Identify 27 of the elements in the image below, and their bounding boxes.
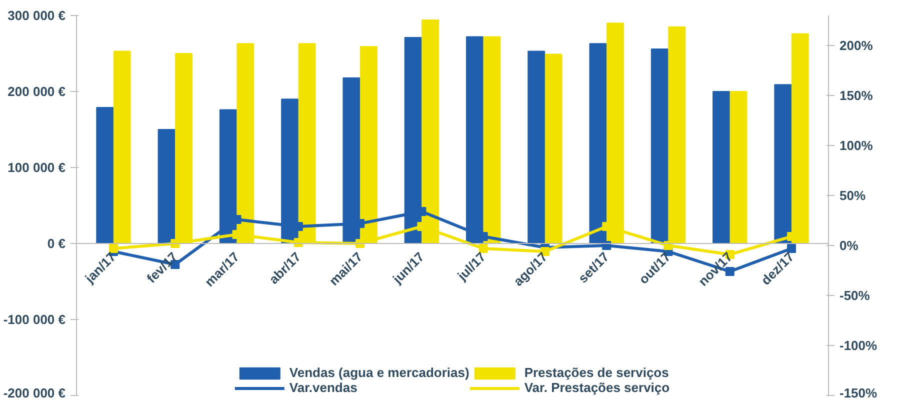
y2-tick-label: -50% <box>840 288 870 303</box>
bar <box>158 129 176 244</box>
y2-tick-label: 200% <box>840 38 874 53</box>
y2-tick-label: -150% <box>840 386 878 400</box>
bar <box>791 33 809 244</box>
y-tick-label: 0 € <box>47 236 66 251</box>
y-tick-label: 200 000 € <box>8 84 66 99</box>
y-tick-label: 300 000 € <box>8 8 66 23</box>
y2-tick-label: -100% <box>840 338 878 353</box>
y-tick-label: 100 000 € <box>8 160 66 175</box>
y2-tick-label: 100% <box>840 138 874 153</box>
y2-tick-label: 50% <box>840 188 866 203</box>
y2-tick-label: 0% <box>840 238 859 253</box>
y2-tick-label: 150% <box>840 88 874 103</box>
bar <box>730 91 748 244</box>
point <box>478 244 488 253</box>
legend-label: Vendas (agua e mercadorias) <box>289 365 470 380</box>
legend-label: Var. Prestações serviço <box>524 380 670 395</box>
legend-label: Var.vendas <box>289 380 358 395</box>
y-tick-label: -100 000 € <box>3 312 66 327</box>
y-tick-label: -200 000 € <box>3 386 66 400</box>
point <box>787 244 796 253</box>
legend-label: Prestações de serviços <box>524 365 669 380</box>
point <box>108 244 118 253</box>
bar <box>712 91 730 244</box>
bar <box>96 106 114 244</box>
bar <box>650 48 668 244</box>
